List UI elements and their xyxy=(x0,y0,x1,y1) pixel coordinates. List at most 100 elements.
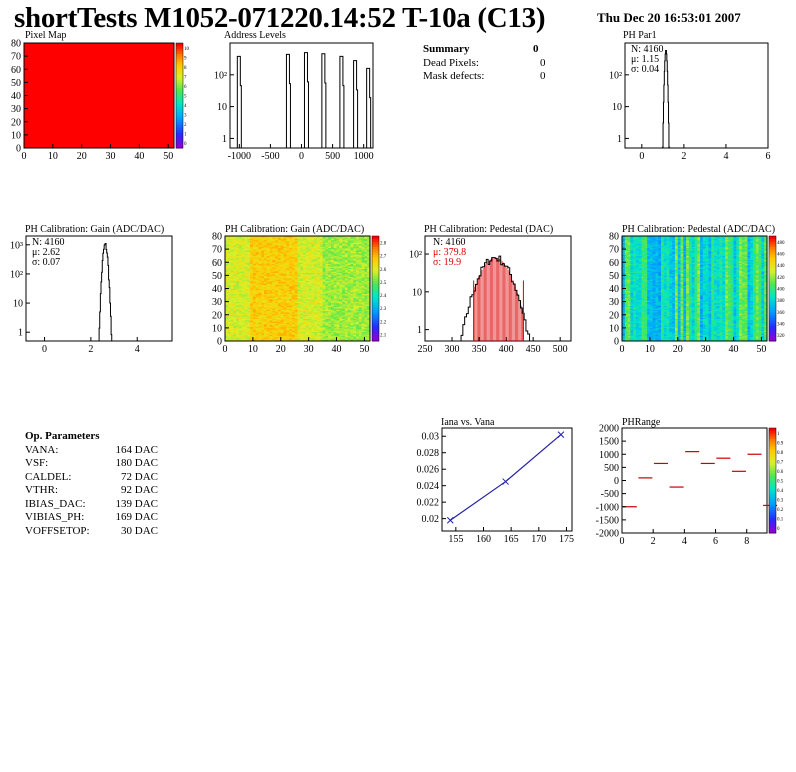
map-cell xyxy=(344,281,348,284)
map-cell xyxy=(319,310,323,313)
map-cell xyxy=(258,270,262,272)
map-cell xyxy=(322,313,326,316)
map-cell xyxy=(255,296,259,298)
map-cell xyxy=(244,302,248,305)
map-cell xyxy=(330,266,335,268)
map-cell xyxy=(244,276,248,279)
map-cell xyxy=(303,243,307,246)
map-cell xyxy=(308,239,312,242)
map-cell xyxy=(269,320,273,322)
map-cell xyxy=(230,279,234,281)
map-cell xyxy=(333,264,337,267)
map-cell xyxy=(303,250,307,253)
map-cell xyxy=(638,288,642,291)
map-cell xyxy=(269,283,273,285)
map-cell xyxy=(272,292,276,295)
map-cell xyxy=(330,339,335,342)
map-cell xyxy=(255,275,259,277)
map-cell xyxy=(317,253,321,255)
map-cell xyxy=(367,329,371,331)
map-cell xyxy=(252,300,256,302)
map-cell xyxy=(225,302,229,305)
map-cell xyxy=(272,257,276,259)
map-cell xyxy=(258,276,262,279)
map-cell xyxy=(336,291,340,293)
map-cell xyxy=(325,247,329,250)
map-cell xyxy=(294,325,298,327)
map-cell xyxy=(227,247,231,250)
map-cell xyxy=(353,241,357,243)
map-cell xyxy=(269,241,273,243)
map-cell xyxy=(314,285,318,288)
map-cell xyxy=(233,285,237,288)
map-cell xyxy=(305,287,309,289)
map-cell xyxy=(344,264,348,267)
map-cell xyxy=(289,236,293,238)
map-cell xyxy=(255,272,259,275)
map-cell xyxy=(269,299,273,301)
map-cell xyxy=(328,321,332,323)
map-cell xyxy=(241,236,245,238)
map-cell xyxy=(291,264,296,267)
map-cell xyxy=(286,296,290,298)
map-cell xyxy=(266,247,270,250)
map-cell xyxy=(358,251,362,254)
map-cell xyxy=(342,314,346,317)
map-cell xyxy=(314,250,318,253)
map-cell xyxy=(266,262,270,264)
map-cell xyxy=(328,313,332,316)
map-cell xyxy=(322,305,326,308)
map-cell xyxy=(227,312,231,314)
map-cell xyxy=(280,274,284,276)
map-cell xyxy=(624,251,628,254)
map-cell xyxy=(280,325,284,327)
map-cell xyxy=(252,288,256,291)
map-cell xyxy=(627,245,631,247)
map-cell xyxy=(286,316,290,318)
map-cell xyxy=(275,287,279,289)
map-cell xyxy=(342,306,346,309)
map-cell xyxy=(266,281,270,284)
chart-title: Pixel Map xyxy=(25,30,66,41)
map-cell xyxy=(277,239,282,242)
map-cell xyxy=(330,337,335,339)
map-cell xyxy=(247,297,251,300)
map-cell xyxy=(236,278,240,280)
map-cell xyxy=(314,321,318,323)
map-cell xyxy=(300,309,304,312)
map-cell xyxy=(258,238,262,241)
map-cell xyxy=(280,257,284,259)
map-cell xyxy=(238,314,243,317)
map-cell xyxy=(303,247,307,250)
map-cell xyxy=(311,236,315,238)
map-cell xyxy=(328,318,332,321)
map-cell xyxy=(353,268,357,271)
map-cell xyxy=(328,296,332,298)
map-cell xyxy=(328,316,332,318)
map-cell xyxy=(622,260,626,263)
map-cell xyxy=(277,326,282,329)
map-cell xyxy=(336,322,340,325)
map-cell xyxy=(638,308,642,310)
map-cell xyxy=(347,316,351,318)
map-cell xyxy=(356,266,360,268)
map-cell xyxy=(336,300,340,302)
map-cell xyxy=(266,339,270,342)
map-cell xyxy=(294,302,298,305)
map-cell xyxy=(252,260,256,263)
colorbar-tick-label: 5 xyxy=(184,95,187,100)
map-cell xyxy=(277,238,282,241)
map-cell xyxy=(238,266,243,268)
map-cell xyxy=(225,292,229,295)
map-cell xyxy=(230,291,234,293)
map-cell xyxy=(317,241,321,243)
map-cell xyxy=(344,243,348,246)
map-cell xyxy=(367,305,371,308)
map-cell xyxy=(241,291,245,293)
map-cell xyxy=(241,329,245,331)
map-cell xyxy=(297,259,301,262)
map-cell xyxy=(311,289,315,292)
map-cell xyxy=(286,312,290,314)
map-cell xyxy=(624,275,628,277)
map-cell xyxy=(319,318,323,321)
